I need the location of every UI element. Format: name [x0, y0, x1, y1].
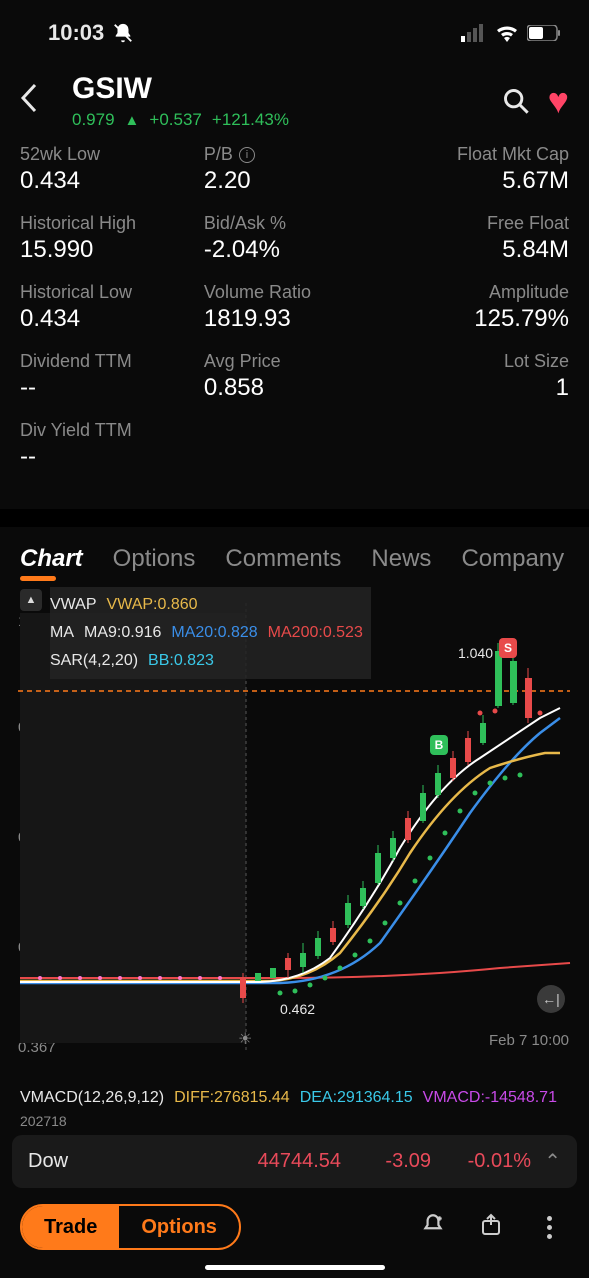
- trade-pill-group: Trade Options: [20, 1204, 241, 1250]
- sub-indicator-scale: 202718: [0, 1113, 589, 1129]
- stat-value: 1819.93: [204, 305, 385, 333]
- stat-value: 0.858: [204, 374, 385, 402]
- stat-label: Historical High: [20, 213, 201, 234]
- tab-comments[interactable]: Comments: [225, 545, 341, 573]
- price-high-tag: 1.040: [458, 645, 493, 661]
- stat-value: 5.84M: [388, 236, 569, 264]
- index-name: Dow: [28, 1150, 138, 1173]
- ticker-symbol: GSIW: [72, 72, 502, 106]
- tabs: Chart Options Comments News Company: [0, 527, 589, 583]
- stat-label: Avg Price: [204, 351, 385, 372]
- stat-label: Float Mkt Cap: [388, 144, 569, 165]
- stat-value: -2.04%: [204, 236, 385, 264]
- price-line: 0.979 ▲ +0.537 +121.43%: [72, 110, 502, 130]
- header: GSIW 0.979 ▲ +0.537 +121.43% ♥: [0, 54, 589, 138]
- signal-icon: [461, 24, 487, 42]
- tab-company[interactable]: Company: [461, 545, 564, 573]
- buy-marker: B: [430, 735, 448, 755]
- stat-label: P/Bi: [204, 144, 385, 165]
- wifi-icon: [495, 24, 519, 42]
- battery-icon: [527, 25, 561, 41]
- share-icon[interactable]: [471, 1213, 511, 1242]
- stat-value: --: [20, 374, 201, 402]
- stat-label: Bid/Ask %: [204, 213, 385, 234]
- stat-label: Amplitude: [388, 282, 569, 303]
- stat-value: --: [20, 443, 201, 471]
- stats-grid: 52wk Low0.434 P/Bi2.20 Float Mkt Cap5.67…: [0, 138, 589, 509]
- up-arrow-icon: ▲: [125, 112, 140, 129]
- stat-label: Free Float: [388, 213, 569, 234]
- indicator-panel: VWAP VWAP:0.860 MA MA9:0.916 MA20:0.828 …: [50, 587, 371, 679]
- bell-mute-icon: [112, 22, 134, 44]
- status-time: 10:03: [48, 20, 104, 46]
- trade-button[interactable]: Trade: [22, 1206, 119, 1248]
- change-pct: +121.43%: [212, 110, 289, 130]
- back-button[interactable]: [20, 83, 54, 119]
- stat-label: Dividend TTM: [20, 351, 201, 372]
- status-bar: 10:03: [0, 0, 589, 54]
- sub-indicator: VMACD(12,26,9,12) DIFF:276815.44 DEA:291…: [0, 1083, 589, 1113]
- options-button[interactable]: Options: [119, 1206, 239, 1248]
- stat-label: Historical Low: [20, 282, 201, 303]
- stat-label: 52wk Low: [20, 144, 201, 165]
- index-change: -3.09: [341, 1150, 431, 1173]
- last-price: 0.979: [72, 110, 115, 130]
- index-pct: -0.01%: [431, 1150, 531, 1173]
- chart-timestamp: Feb 7 10:00: [489, 1032, 569, 1049]
- stat-value: 1: [388, 374, 569, 402]
- stat-value: 0.434: [20, 167, 201, 195]
- index-value: 44744.54: [138, 1150, 341, 1173]
- stat-value: 125.79%: [388, 305, 569, 333]
- sell-marker: S: [499, 638, 517, 658]
- stat-label: Volume Ratio: [204, 282, 385, 303]
- change-abs: +0.537: [149, 110, 201, 130]
- info-icon[interactable]: i: [239, 147, 255, 163]
- sun-icon: ☀: [238, 1029, 252, 1049]
- chevron-up-icon[interactable]: ⌃: [531, 1149, 561, 1174]
- bottom-bar: Trade Options: [0, 1188, 589, 1266]
- stat-value: 15.990: [20, 236, 201, 264]
- chart-area[interactable]: ▲ VWAP VWAP:0.860 MA MA9:0.916 MA20:0.82…: [0, 583, 589, 1083]
- search-icon[interactable]: [502, 87, 530, 115]
- alert-icon[interactable]: [413, 1212, 453, 1243]
- stat-label: Lot Size: [388, 351, 569, 372]
- price-low-tag: 0.462: [280, 1001, 315, 1017]
- tab-news[interactable]: News: [371, 545, 431, 573]
- home-indicator: [205, 1265, 385, 1270]
- tab-chart[interactable]: Chart: [20, 545, 83, 573]
- stat-label: Div Yield TTM: [20, 420, 201, 441]
- stat-value: 0.434: [20, 305, 201, 333]
- favorite-button[interactable]: ♥: [548, 80, 569, 122]
- tab-options[interactable]: Options: [113, 545, 196, 573]
- more-menu[interactable]: [529, 1216, 569, 1239]
- chart-collapse-button[interactable]: ←|: [537, 985, 565, 1013]
- index-ticker-bar[interactable]: Dow 44744.54 -3.09 -0.01% ⌃: [12, 1135, 577, 1188]
- stat-value: 2.20: [204, 167, 385, 195]
- stat-value: 5.67M: [388, 167, 569, 195]
